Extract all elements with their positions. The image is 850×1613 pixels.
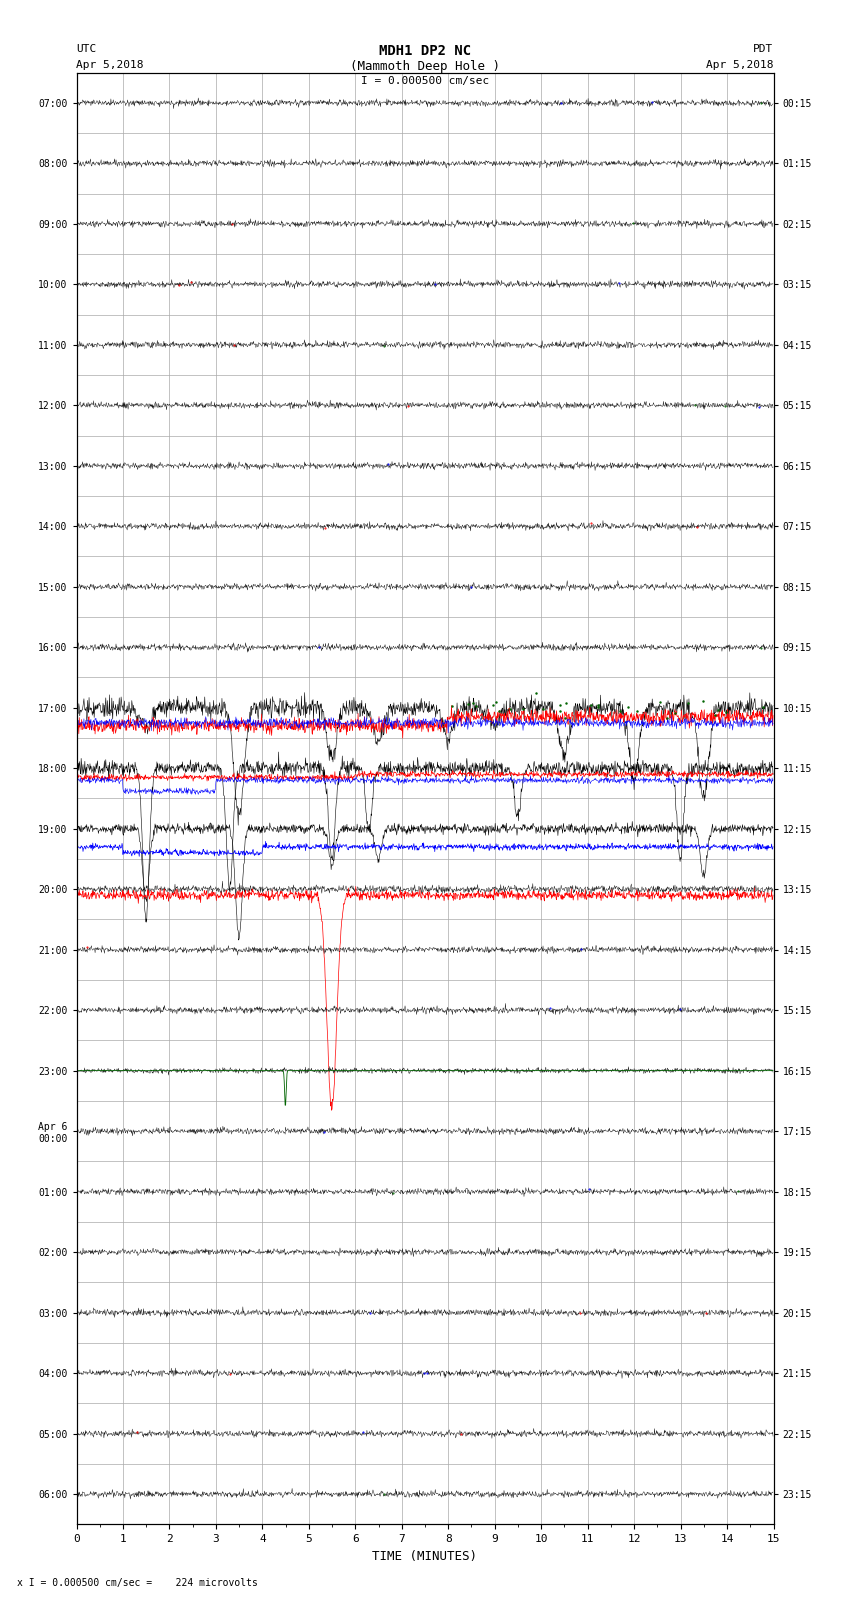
Text: Apr 5,2018: Apr 5,2018 bbox=[706, 60, 774, 69]
Text: I = 0.000500 cm/sec: I = 0.000500 cm/sec bbox=[361, 76, 489, 85]
Text: (Mammoth Deep Hole ): (Mammoth Deep Hole ) bbox=[350, 60, 500, 73]
X-axis label: TIME (MINUTES): TIME (MINUTES) bbox=[372, 1550, 478, 1563]
Text: MDH1 DP2 NC: MDH1 DP2 NC bbox=[379, 44, 471, 58]
Text: x I = 0.000500 cm/sec =    224 microvolts: x I = 0.000500 cm/sec = 224 microvolts bbox=[17, 1578, 258, 1587]
Text: UTC: UTC bbox=[76, 44, 97, 53]
Text: PDT: PDT bbox=[753, 44, 774, 53]
Text: Apr 5,2018: Apr 5,2018 bbox=[76, 60, 144, 69]
